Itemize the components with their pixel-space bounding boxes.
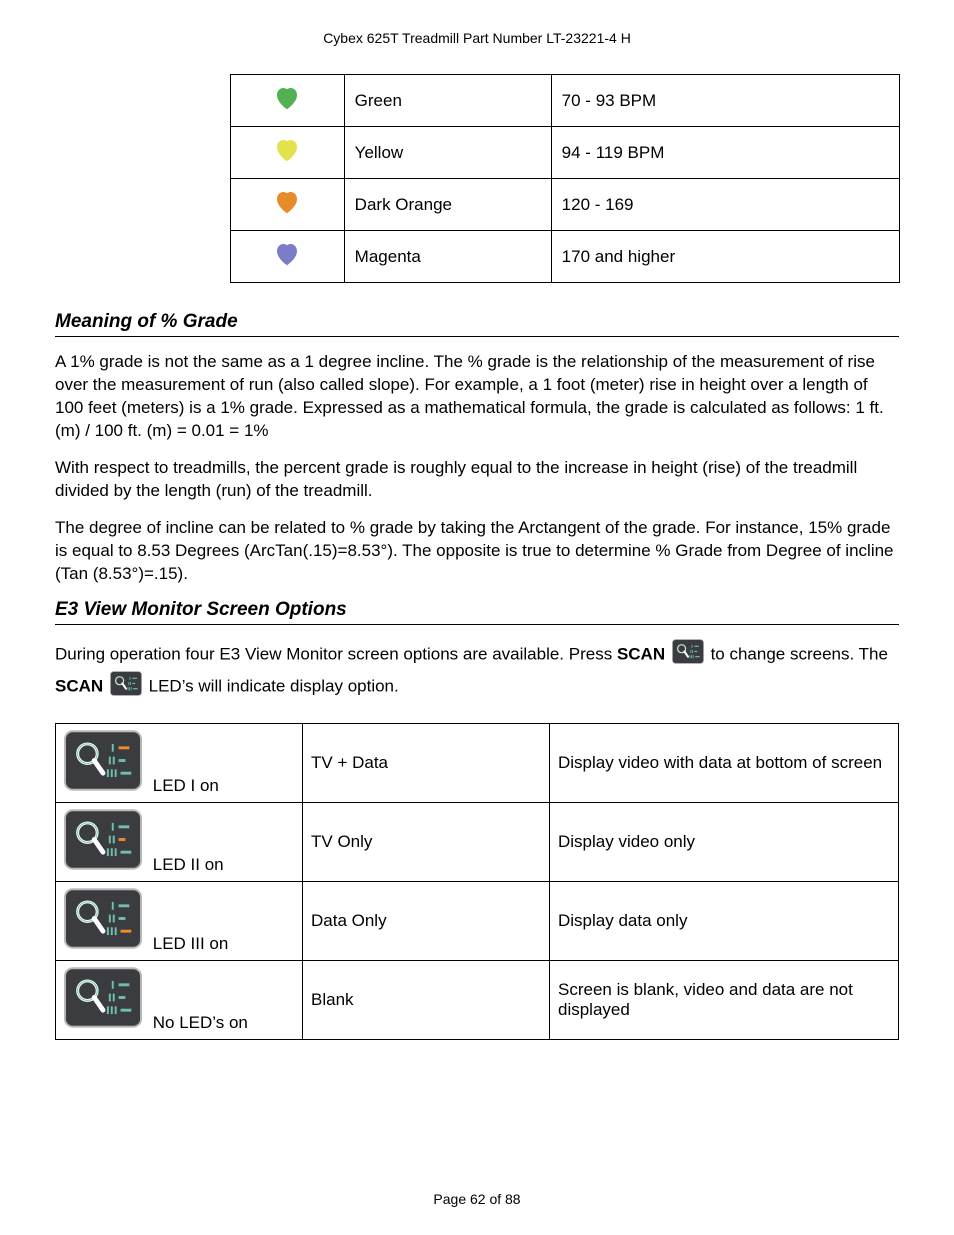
- page-root: Cybex 625T Treadmill Part Number LT-2322…: [0, 0, 954, 1235]
- scan-mode-cell: Blank: [303, 961, 550, 1040]
- scan-table-row: No LED’s on Blank Screen is blank, video…: [56, 961, 899, 1040]
- page-footer: Page 62 of 88: [0, 1191, 954, 1207]
- scan-table-row: LED III on Data Only Display data only: [56, 882, 899, 961]
- e3-text-mid: to change screens. The: [711, 645, 888, 664]
- heart-label-cell: Green: [344, 75, 551, 127]
- scan-table-row: LED I on TV + Data Display video with da…: [56, 724, 899, 803]
- heart-rate-table: Green 70 - 93 BPM Yellow 94 - 119 BPM Da…: [230, 74, 900, 283]
- heart-icon-cell: [231, 127, 345, 179]
- e3-instructions: During operation four E3 View Monitor sc…: [55, 639, 899, 703]
- heart-icon-cell: [231, 179, 345, 231]
- document-header: Cybex 625T Treadmill Part Number LT-2322…: [55, 30, 899, 46]
- grade-paragraph-3: The degree of incline can be related to …: [55, 517, 899, 586]
- heart-icon: [272, 83, 302, 118]
- heart-range-cell: 120 - 169: [551, 179, 899, 231]
- heart-range-cell: 170 and higher: [551, 231, 899, 283]
- scan-icon-cell: LED II on: [56, 803, 303, 882]
- scan-word-1: SCAN: [617, 645, 665, 664]
- heart-icon: [272, 239, 302, 274]
- e3-text-post: LED’s will indicate display option.: [149, 677, 399, 696]
- scan-desc-cell: Screen is blank, video and data are not …: [550, 961, 899, 1040]
- scan-mode-cell: Data Only: [303, 882, 550, 961]
- scan-led-label: LED II on: [153, 855, 224, 874]
- scan-led-label: LED III on: [153, 934, 229, 953]
- scan-button-icon: [64, 730, 142, 796]
- scan-desc-cell: Display video only: [550, 803, 899, 882]
- heart-table-row: Magenta 170 and higher: [231, 231, 900, 283]
- heart-table-row: Dark Orange 120 - 169: [231, 179, 900, 231]
- heart-icon-cell: [231, 75, 345, 127]
- scan-mode-cell: TV Only: [303, 803, 550, 882]
- scan-led-label: No LED’s on: [153, 1013, 248, 1032]
- scan-desc-cell: Display video with data at bottom of scr…: [550, 724, 899, 803]
- scan-desc-cell: Display data only: [550, 882, 899, 961]
- heart-icon-cell: [231, 231, 345, 283]
- heart-range-cell: 70 - 93 BPM: [551, 75, 899, 127]
- grade-paragraph-2: With respect to treadmills, the percent …: [55, 457, 899, 503]
- heart-range-cell: 94 - 119 BPM: [551, 127, 899, 179]
- scan-icon-cell: LED I on: [56, 724, 303, 803]
- heart-table-row: Green 70 - 93 BPM: [231, 75, 900, 127]
- scan-icon-cell: LED III on: [56, 882, 303, 961]
- scan-button-icon: [64, 967, 142, 1033]
- section-title-e3: E3 View Monitor Screen Options: [55, 599, 899, 625]
- heart-icon: [272, 135, 302, 170]
- scan-icon-inline-1: [672, 639, 704, 671]
- scan-mode-cell: TV + Data: [303, 724, 550, 803]
- scan-icon-inline-2: [110, 671, 142, 703]
- heart-icon: [272, 187, 302, 222]
- scan-table-row: LED II on TV Only Display video only: [56, 803, 899, 882]
- scan-button-icon: [64, 888, 142, 954]
- scan-options-table: LED I on TV + Data Display video with da…: [55, 723, 899, 1040]
- section-title-grade: Meaning of % Grade: [55, 311, 899, 337]
- e3-text-pre: During operation four E3 View Monitor sc…: [55, 645, 617, 664]
- heart-label-cell: Dark Orange: [344, 179, 551, 231]
- heart-table-row: Yellow 94 - 119 BPM: [231, 127, 900, 179]
- scan-button-icon: [64, 809, 142, 875]
- scan-word-2: SCAN: [55, 677, 103, 696]
- grade-paragraph-1: A 1% grade is not the same as a 1 degree…: [55, 351, 899, 443]
- scan-led-label: LED I on: [153, 776, 219, 795]
- heart-label-cell: Magenta: [344, 231, 551, 283]
- scan-icon-cell: No LED’s on: [56, 961, 303, 1040]
- heart-label-cell: Yellow: [344, 127, 551, 179]
